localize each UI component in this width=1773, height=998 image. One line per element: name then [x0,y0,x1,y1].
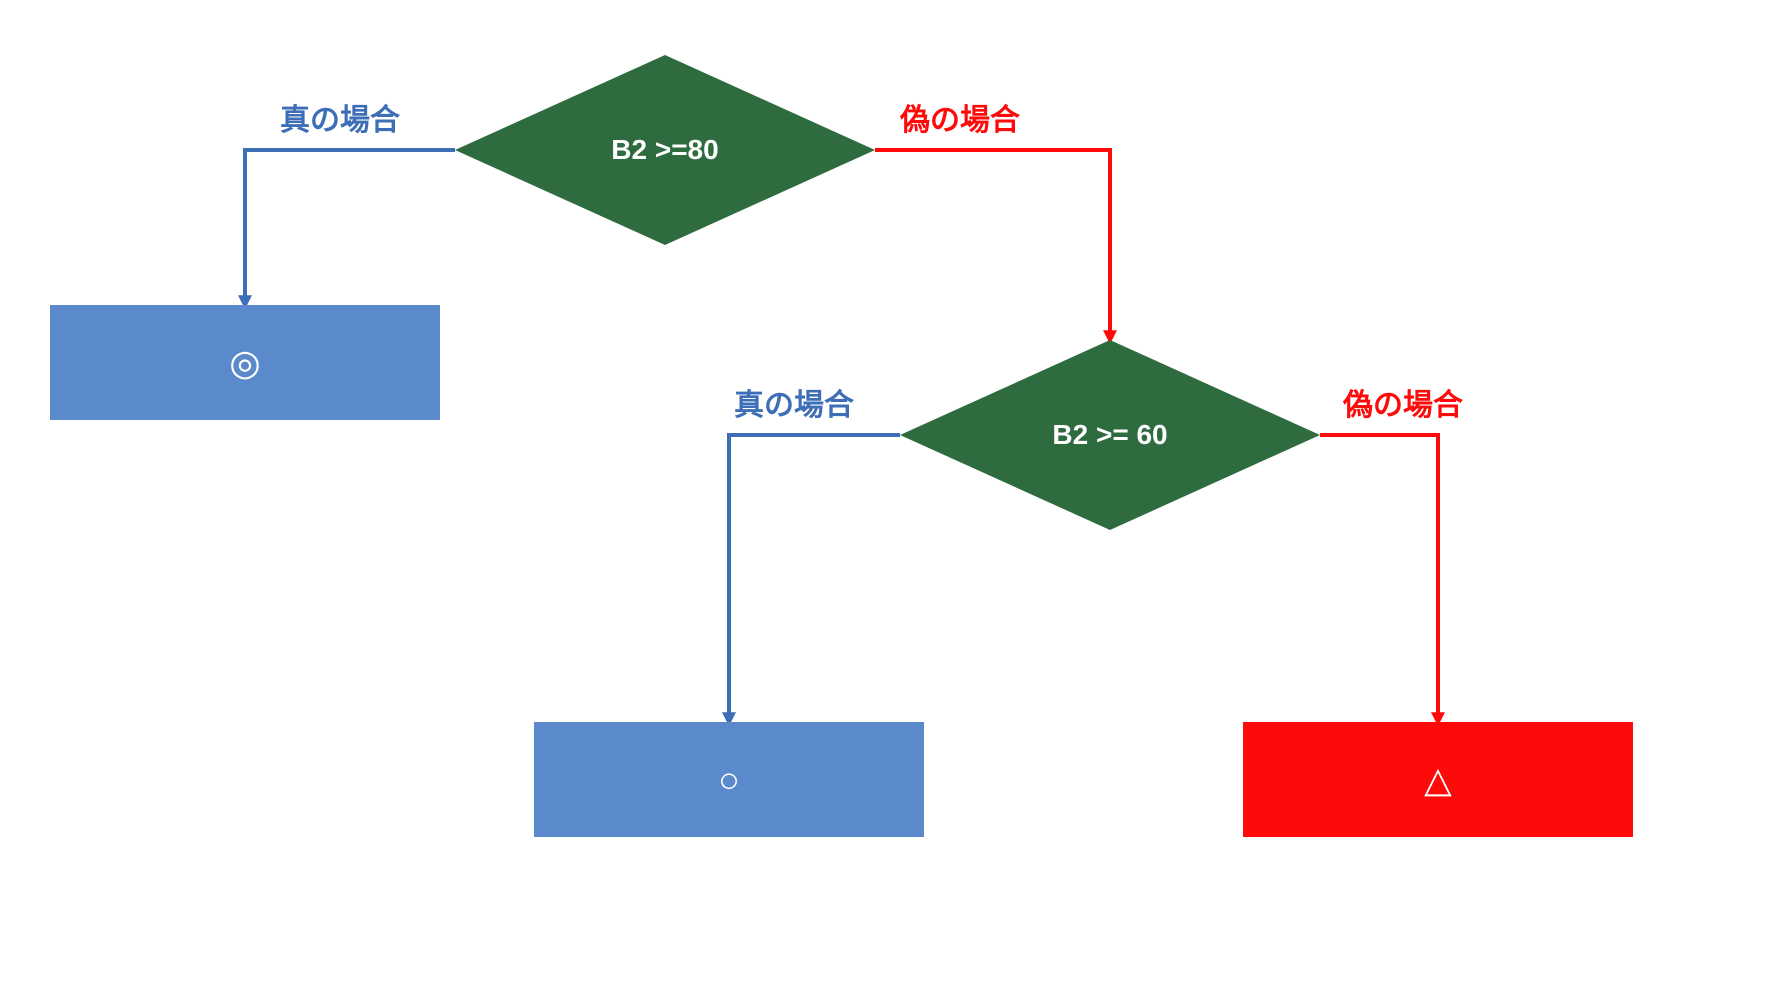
edge-label-false-2: 偽の場合 [1343,380,1463,424]
edge-label-false-1: 偽の場合 [900,95,1020,139]
result-symbol: △ [1424,759,1452,801]
edges-layer [0,0,1773,998]
edge-d2-true [729,435,900,722]
result-symbol: ○ [718,759,740,801]
flowchart-stage: B2 >=80 B2 >= 60 ◎ ○ △ 真の場合 偽の場合 真の場合 偽の… [0,0,1773,998]
result-box-circle: ○ [534,722,924,837]
result-box-double-circle: ◎ [50,305,440,420]
result-symbol: ◎ [229,342,260,384]
decision-node-b2-60: B2 >= 60 [900,340,1320,530]
edge-d1-true [245,150,455,305]
result-box-triangle: △ [1243,722,1633,837]
edge-label-true-2: 真の場合 [734,380,854,424]
decision-node-b2-80: B2 >=80 [455,55,875,245]
edge-label-true-1: 真の場合 [280,95,400,139]
decision-label: B2 >= 60 [1052,419,1167,451]
edge-d1-false [875,150,1110,340]
decision-label: B2 >=80 [611,134,718,166]
edge-d2-false [1320,435,1438,722]
